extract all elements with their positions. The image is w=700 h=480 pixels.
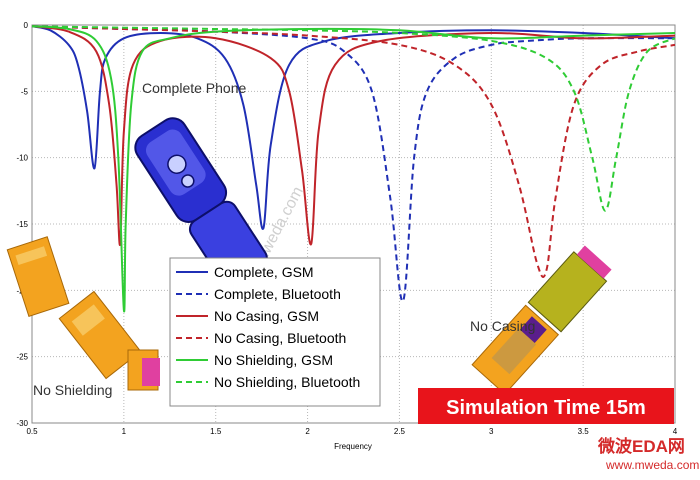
y-tick-label: -10 (16, 154, 28, 163)
annotation-complete-phone: Complete Phone (142, 80, 247, 96)
y-axis-ticks: 0-5-10-15-20-25-30 (16, 21, 28, 428)
x-tick-label: 3.5 (578, 427, 590, 436)
y-tick-label: 0 (24, 21, 29, 30)
y-tick-label: -5 (21, 87, 29, 96)
banner-text: Simulation Time 15m (446, 397, 646, 419)
x-axis-ticks: 0.5 1 1.5 2 2.5 3 3.5 4 (26, 427, 677, 436)
plot-frame (31, 24, 676, 424)
legend: Complete, GSM Complete, Bluetooth No Casin… (169, 257, 381, 407)
simulation-time-banner: Simulation Time 15m (418, 388, 674, 424)
legend-label: Complete, Bluetooth (214, 286, 341, 302)
annotation-no-casing: No Casing (470, 318, 535, 334)
x-tick-label: 1.5 (210, 427, 222, 436)
no-shielding-image (6, 236, 160, 391)
series-line-0 (31, 25, 676, 230)
y-tick-label: -25 (16, 353, 28, 362)
x-tick-label: 2 (305, 427, 310, 436)
watermark-cn: 微波EDA网 (597, 436, 685, 456)
x-tick-label: 3 (489, 427, 494, 436)
legend-label: No Shielding, GSM (214, 352, 333, 368)
y-tick-label: -15 (16, 220, 28, 229)
series-line-1 (31, 25, 676, 302)
y-tick-label: -30 (16, 419, 28, 428)
legend-box (169, 257, 381, 407)
annotation-no-shielding: No Shielding (33, 382, 112, 398)
x-tick-label: 1 (122, 427, 127, 436)
x-tick-label: 4 (673, 427, 678, 436)
watermark-url: www.mweda.com (605, 458, 699, 472)
series-line-2 (31, 25, 676, 246)
series-lines (31, 25, 676, 313)
legend-label: No Casing, Bluetooth (214, 330, 346, 346)
legend-label: No Casing, GSM (214, 308, 319, 324)
legend-label: Complete, GSM (214, 264, 314, 280)
x-axis-label: Frequency (334, 442, 372, 451)
x-tick-label: 2.5 (394, 427, 406, 436)
legend-label: No Shielding, Bluetooth (214, 374, 360, 390)
no-casing-image (471, 245, 612, 395)
series-line-5 (31, 25, 676, 212)
banner-background (418, 388, 674, 424)
x-tick-label: 0.5 (26, 427, 38, 436)
